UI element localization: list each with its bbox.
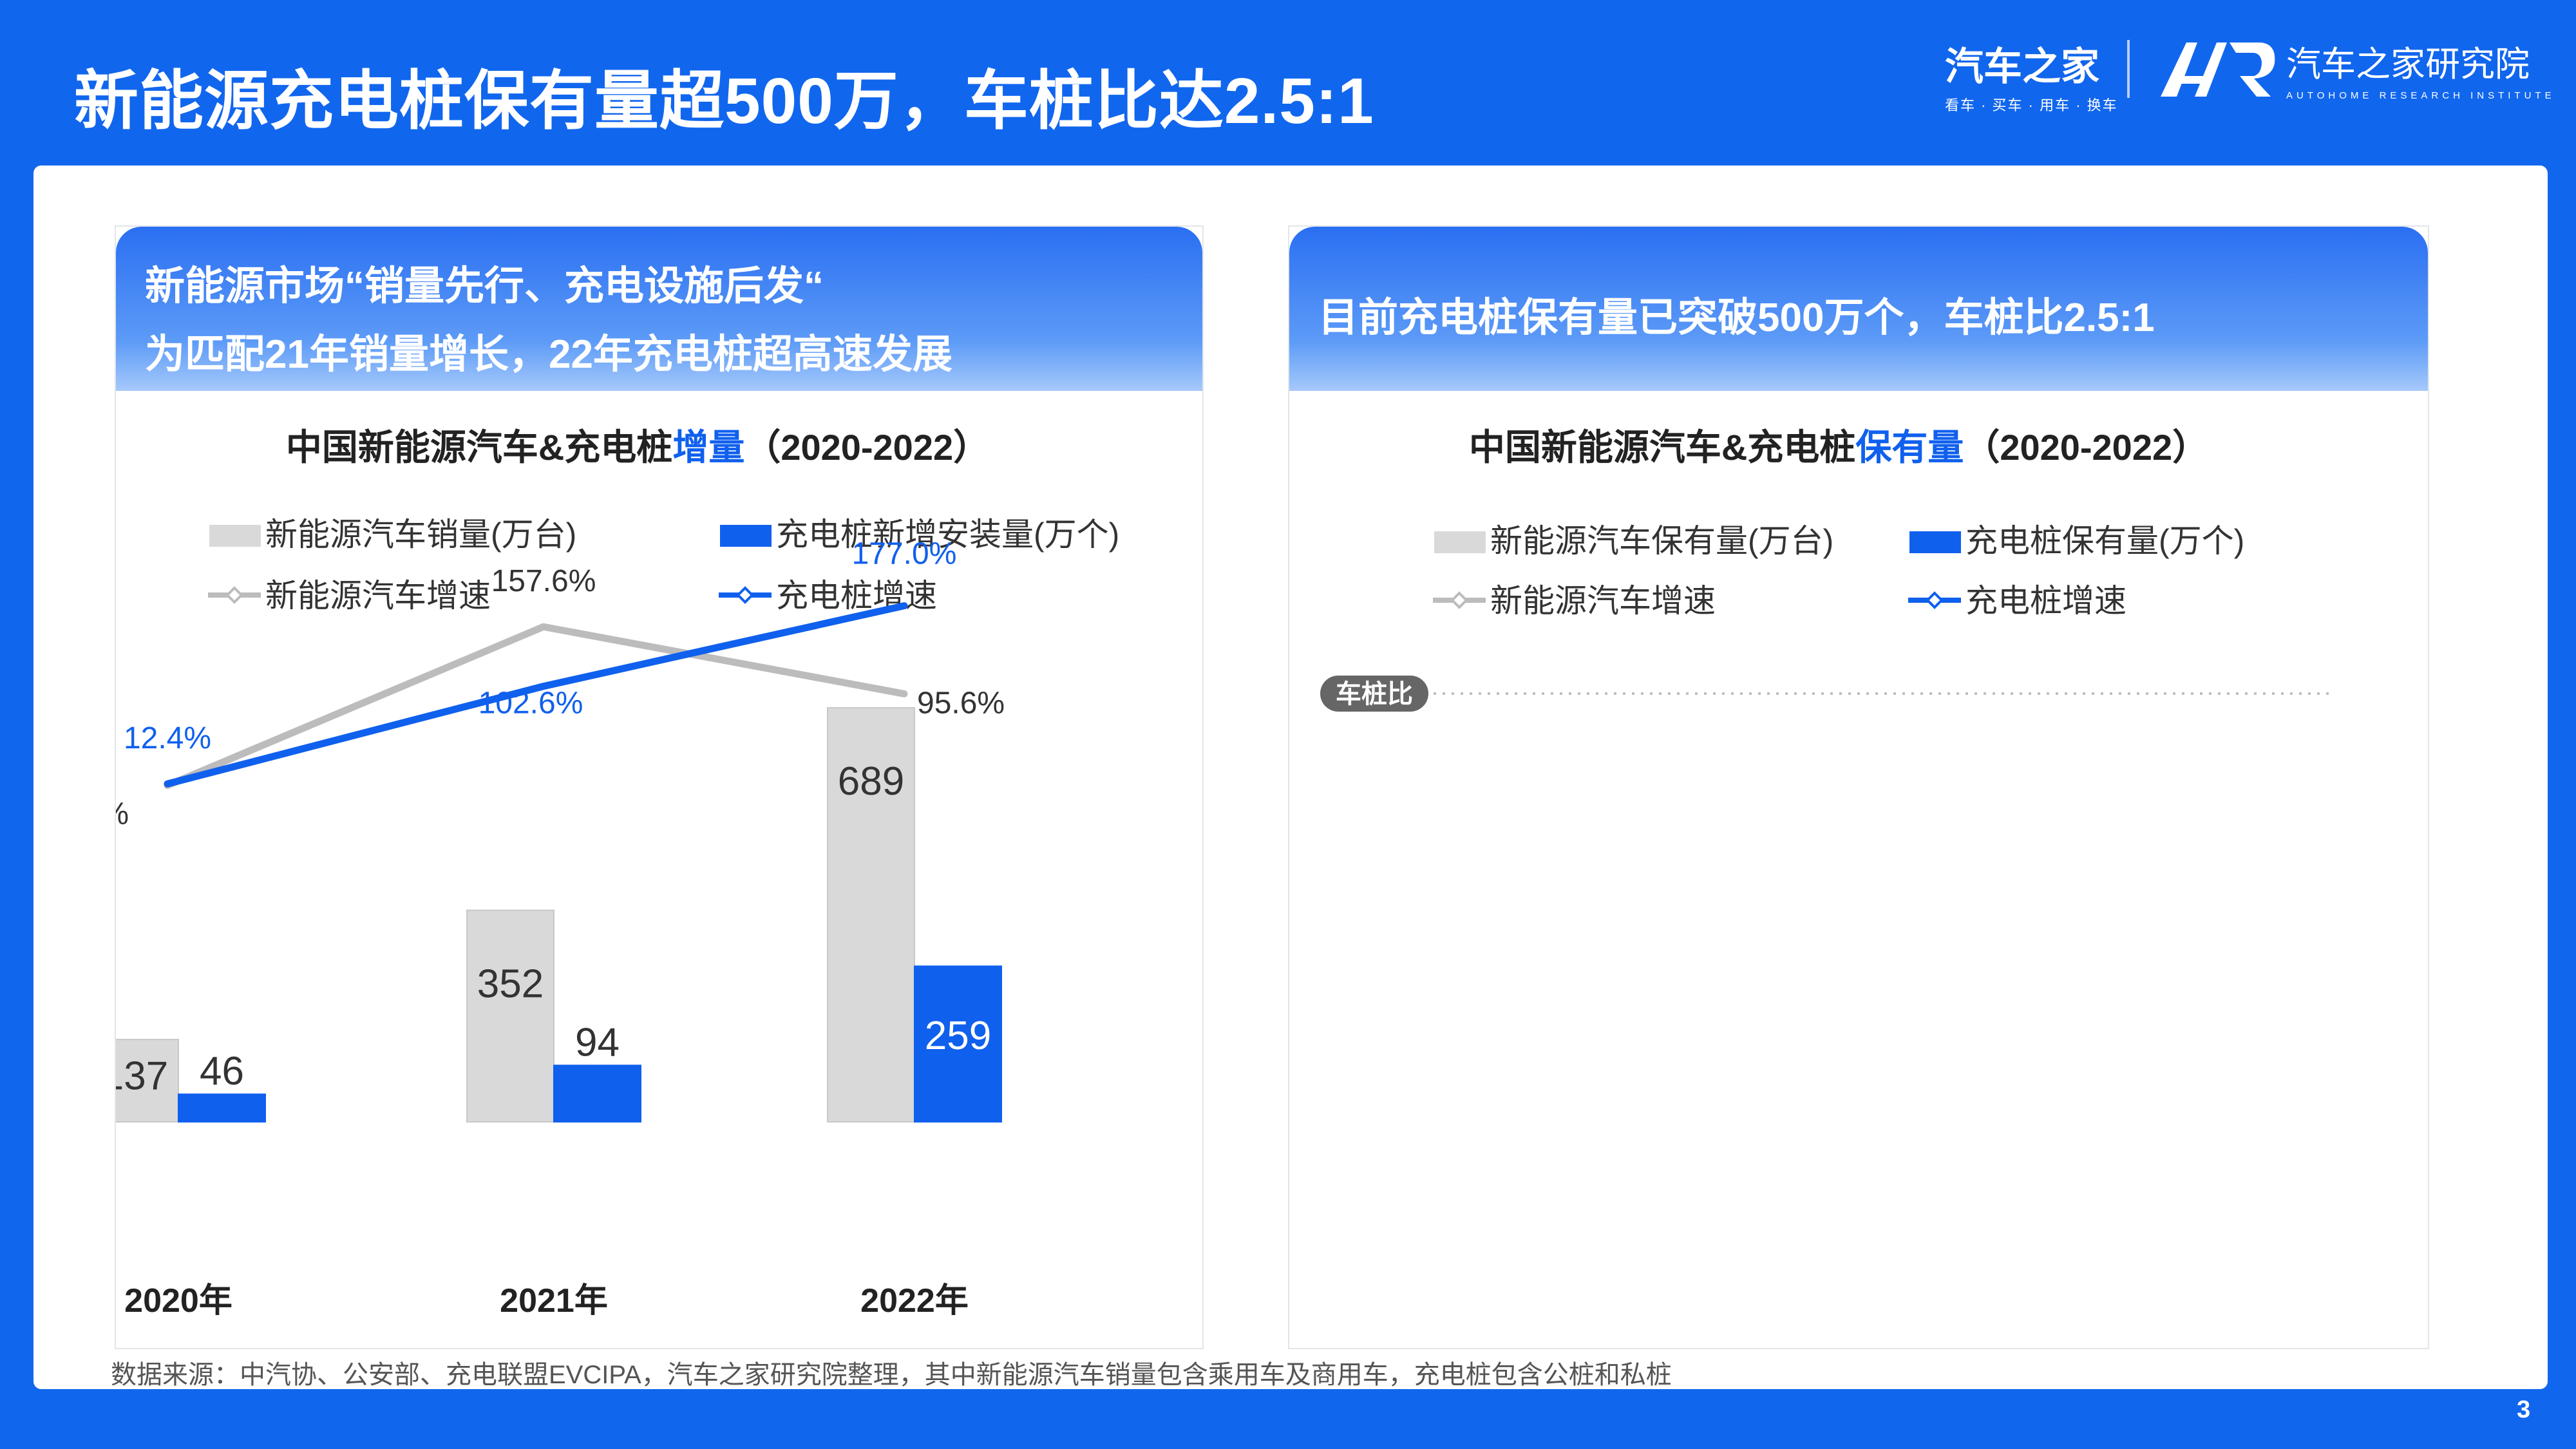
ev-growth-line [164,623,908,790]
bar-ev-1 [116,1039,179,1122]
category-label-3: 2022年 [860,1282,969,1320]
autohome-brand: 汽车之家 看车 · 买车 · 用车 · 换车 [1945,35,2118,115]
ratio-pill-label: 车桩比 [1336,680,1413,708]
brand-slogan: 看车 · 买车 · 用车 · 换车 [1945,97,2118,113]
legend-marker-charger-growth [736,586,754,604]
bar-label-ev-3: 689 [838,759,904,804]
page-number: 3 [2517,1396,2531,1423]
bar-charger-2 [553,1065,641,1123]
right-panel-header: 目前充电桩保有量已突破500万个，车桩比2.5:1 [1289,227,2428,391]
legend-label-ev-growth: 新能源汽车增速 [265,578,491,614]
legend-label-ev-stock: 新能源汽车保有量(万台) [1490,523,1833,559]
ev-growth-label-2: 157.6% [491,564,596,598]
right-panel: 目前充电桩保有量已突破500万个，车桩比2.5:1 中国新能源汽车&充电桩保有量… [1288,225,2429,1349]
legend-label-ev-sales: 新能源汽车销量(万台) [265,516,576,553]
bar-label-charger-2: 94 [575,1020,620,1065]
legend-swatch-charger-stock [1909,531,1961,553]
stock-legend: 新能源汽车保有量(万台) 充电桩保有量(万个) 新能源汽车增速 充电桩增速 [1433,523,2244,619]
ev-growth-label-3: 95.6% [917,686,1005,720]
bar-label-charger-1: 46 [200,1049,244,1094]
legend-swatch-ev-stock [1434,531,1486,553]
increment-chart-title: 中国新能源汽车&充电桩增量（2020-2022） [286,427,989,468]
bar-ev-3 [827,706,915,1122]
research-en-name: AUTOHOME RESEARCH INSTITUTE [2286,90,2555,101]
stock-chart: 中国新能源汽车&充电桩保有量（2020-2022） 新能源汽车保有量(万台) 充… [1320,427,2333,712]
legend-marker-ev-stock-growth [1450,591,1468,609]
legend-marker-charger-stock-growth [1926,591,1944,609]
charger-growth-label-1: 12.4% [124,721,211,755]
stock-chart-title: 中国新能源汽车&充电桩保有量（2020-2022） [1469,427,2208,468]
research-name: 汽车之家研究院 [2286,45,2530,84]
legend-label-charger-new: 充电桩新增安装量(万个) [776,516,1119,553]
increment-plot: 137 46 2020年 352 94 2021年 689 259 2022年 10.9% 157.… [116,537,1005,1320]
legend-swatch-ev-sales [209,525,261,547]
left-header-line1: 新能源市场“销量先行、充电设施后发“ [145,264,824,308]
page-title: 新能源充电桩保有量超500万，车桩比达2.5:1 [74,65,1374,137]
charger-growth-label-2: 102.6% [478,687,583,721]
right-header-text: 目前充电桩保有量已突破500万个，车桩比2.5:1 [1318,296,2155,340]
charger-growth-label-3: 177.0% [852,537,957,571]
bar-charger-3 [914,965,1002,1123]
legend-label-ev-stock-growth: 新能源汽车增速 [1490,583,1716,619]
bar-ev-2 [466,909,554,1122]
left-panel: 新能源市场“销量先行、充电设施后发“ 为匹配21年销量增长，22年充电桩超高速发… [115,225,1204,1349]
ratio-row: 车桩比 [1320,676,2333,712]
ev-growth-label-1: 10.9% [116,797,129,831]
legend-swatch-charger-new [720,525,772,547]
logo-text: AR [2219,99,2220,101]
category-label-1: 2020年 [124,1282,232,1320]
category-label-2: 2021年 [500,1282,608,1320]
legend-label-charger-stock-growth: 充电桩增速 [1965,583,2126,619]
bar-charger-1 [178,1094,266,1122]
brand-name: 汽车之家 [1945,45,2099,88]
bar-label-ev-1: 137 [116,1054,168,1099]
ar-logo-icon: AR [2161,43,2275,101]
charger-growth-line [164,602,908,788]
research-brand: 汽车之家研究院 AUTOHOME RESEARCH INSTITUTE [2286,35,2555,101]
legend-label-charger-stock: 充电桩保有量(万个) [1965,523,2244,559]
brand-divider [2127,40,2130,98]
left-panel-header: 新能源市场“销量先行、充电设施后发“ 为匹配21年销量增长，22年充电桩超高速发… [116,227,1202,391]
increment-chart: 中国新能源汽车&充电桩增量（2020-2022） 新能源汽车销量(万台) 充电桩… [116,427,1119,1320]
legend-marker-ev-growth [225,586,243,604]
ratio-pill [1320,676,1428,712]
data-source-note: 数据来源：中汽协、公安部、充电联盟EVCIPA，汽车之家研究院整理，其中新能源汽… [111,1361,1672,1389]
bar-label-ev-2: 352 [477,961,544,1006]
bar-label-charger-3: 259 [925,1014,991,1058]
increment-legend: 新能源汽车销量(万台) 充电桩新增安装量(万个) 新能源汽车增速 充电桩增速 [208,516,1119,614]
legend-label-charger-growth: 充电桩增速 [776,578,937,614]
left-header-line2: 为匹配21年销量增长，22年充电桩超高速发展 [145,332,952,377]
